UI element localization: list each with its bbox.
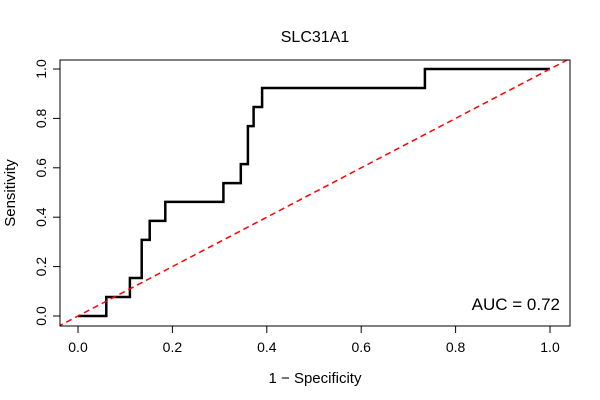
y-tick-label: 0.4 (33, 207, 49, 227)
y-tick-label: 0.0 (33, 306, 49, 326)
plot-frame (59, 59, 571, 327)
x-tick-label: 0.6 (351, 339, 371, 355)
y-tick-label: 0.8 (33, 108, 49, 128)
x-tick-label: 1.0 (540, 339, 560, 355)
y-axis-label: Sensitivity (2, 159, 19, 227)
x-tick-label: 0.8 (446, 339, 466, 355)
x-tick-label: 0.4 (257, 339, 277, 355)
x-tick-label: 0.0 (68, 339, 88, 355)
x-axis: 0.0 0.2 0.4 0.6 0.8 1.0 (68, 325, 560, 355)
series-layer (60, 60, 569, 326)
y-tick-label: 1.0 (33, 59, 49, 79)
roc-curve-line (78, 67, 550, 318)
y-axis: 0.0 0.2 0.4 0.6 0.8 1.0 (33, 59, 61, 326)
auc-annotation: AUC = 0.72 (472, 295, 560, 314)
reference-diagonal-line (60, 60, 569, 326)
x-axis-label: 1 − Specificity (269, 370, 362, 387)
y-tick-label: 0.6 (33, 158, 49, 178)
x-tick-label: 0.2 (163, 339, 183, 355)
y-tick-label: 0.2 (33, 257, 49, 277)
chart-title: SLC31A1 (281, 29, 350, 46)
